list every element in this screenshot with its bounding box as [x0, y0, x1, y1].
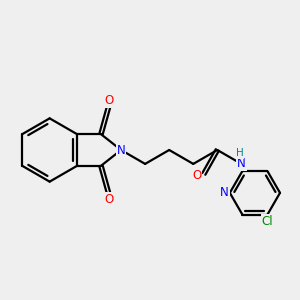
Text: N: N — [117, 143, 125, 157]
Text: N: N — [237, 158, 246, 170]
Text: O: O — [192, 169, 202, 182]
Text: O: O — [104, 94, 114, 107]
Text: N: N — [220, 186, 229, 199]
Text: Cl: Cl — [262, 214, 273, 228]
Text: O: O — [104, 193, 114, 206]
Text: H: H — [236, 148, 243, 158]
